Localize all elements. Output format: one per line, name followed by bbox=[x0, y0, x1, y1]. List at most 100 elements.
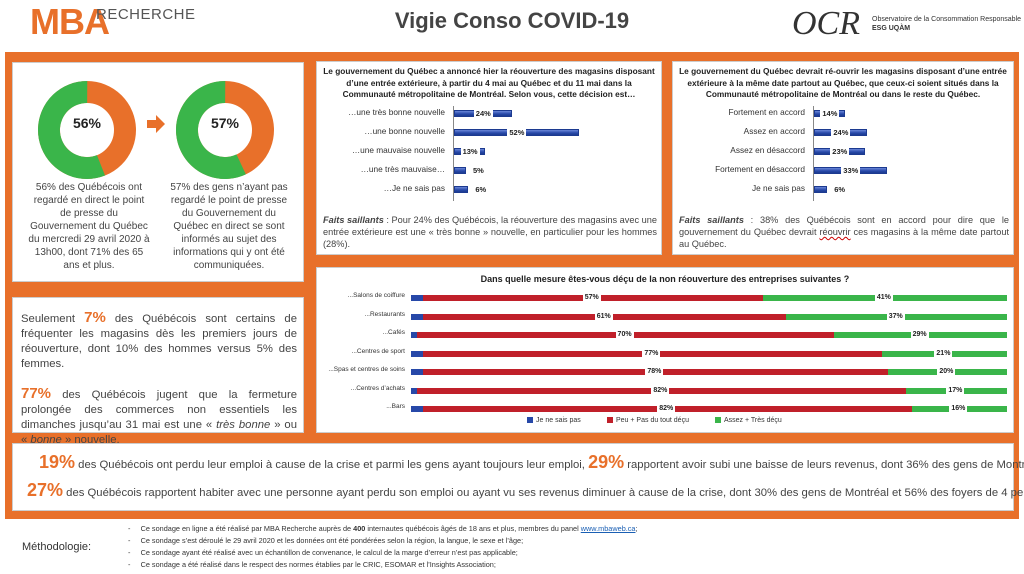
ocr-logo: OCR bbox=[792, 5, 860, 42]
donut-1-caption: 56% des Québécois ont regardé en direct … bbox=[28, 182, 150, 271]
bar-value-label: 24% bbox=[831, 128, 851, 137]
bar-category-label: Fortement en désaccord bbox=[715, 164, 805, 174]
legend-label: Peu + Pas du tout déçu bbox=[616, 417, 689, 424]
bar-value-label: 14% bbox=[820, 109, 840, 118]
stacked-value-label: 29% bbox=[910, 331, 929, 339]
bar-value-label: 6% bbox=[473, 185, 489, 194]
bar-value-label: 6% bbox=[832, 185, 848, 194]
highlight-1-prefix: Seulement bbox=[21, 313, 85, 325]
bar-value-label: 33% bbox=[841, 166, 861, 175]
axis-line bbox=[813, 106, 814, 201]
disappointment-chart-title: Dans quelle mesure êtes-vous déçu de la … bbox=[480, 274, 850, 284]
stacked-value-label: 16% bbox=[949, 405, 968, 413]
question-2-note-label: Faits saillants bbox=[679, 215, 744, 225]
question-1-note: Faits saillants : Pour 24% des Québécois… bbox=[323, 214, 657, 250]
legend-swatch bbox=[715, 417, 721, 424]
question-1-title: Le gouvernement du Québec a annoncé hier… bbox=[323, 66, 655, 99]
stacked-segment bbox=[411, 295, 423, 301]
question-2-note-text-b: réouvrir bbox=[819, 227, 851, 237]
question-2-note-text-c: ces magasins à la même date partout au Q… bbox=[679, 227, 1009, 249]
highlight-1-number: 7% bbox=[84, 309, 106, 326]
methodology-line-4-text: Ce sondage a été réalisé dans le respect… bbox=[140, 560, 496, 569]
highlight-1-text: des Québécois sont certains de fréquente… bbox=[21, 313, 297, 370]
bar-category-label: Je ne sais pas bbox=[751, 183, 805, 193]
legend-swatch bbox=[607, 417, 613, 424]
bar-category-label: …Je ne sais pas bbox=[383, 183, 445, 193]
legend-label: Assez + Très déçu bbox=[724, 417, 782, 424]
highlight-2-number: 77% bbox=[21, 385, 52, 402]
methodology-bullet-2: - bbox=[128, 536, 131, 545]
question-2-title: Le gouvernement du Québec devrait ré-ouv… bbox=[679, 66, 1007, 99]
question-1-note-label: Faits saillants bbox=[323, 215, 384, 225]
mbaweb-link[interactable]: www.mbaweb.ca bbox=[580, 524, 636, 533]
methodology-bullet-3: - bbox=[128, 548, 131, 557]
highlights-panel: Seulement 7% des Québécois sont certains… bbox=[12, 297, 304, 446]
stacked-segment bbox=[411, 406, 423, 412]
employment-line-1: 19% des Québécois ont perdu leur emploi … bbox=[39, 452, 1024, 473]
donut-panel: 56% 57% 56% des Québécois ont regardé en… bbox=[12, 62, 304, 282]
question-1-panel: Le gouvernement du Québec a annoncé hier… bbox=[316, 61, 662, 255]
stacked-segment bbox=[411, 332, 417, 338]
methodology-line-2-text: Ce sondage s’est déroulé le 29 avril 202… bbox=[140, 536, 524, 545]
question-2-panel: Le gouvernement du Québec devrait ré-ouv… bbox=[672, 61, 1014, 255]
employment-line-2-text: des Québécois rapportent habiter avec un… bbox=[63, 487, 1024, 499]
legend-swatch bbox=[527, 417, 533, 424]
donut-1-label: 56% bbox=[72, 115, 102, 131]
employment-line-2: 27% des Québécois rapportent habiter ave… bbox=[27, 480, 1024, 501]
stacked-value-label: 21% bbox=[934, 349, 953, 358]
methodology-line-1-c: internautes québécois âgés de 18 ans et … bbox=[365, 524, 581, 533]
donut-2-caption: 57% des gens n’ayant pas regardé le poin… bbox=[170, 182, 288, 271]
stacked-value-label: 70% bbox=[615, 331, 634, 339]
bar-value-label: 23% bbox=[830, 147, 850, 156]
disappointment-panel: Dans quelle mesure êtes-vous déçu de la … bbox=[316, 267, 1014, 433]
question-2-note: Faits saillants : 38% des Québécois sont… bbox=[679, 214, 1009, 250]
legend-item: Peu + Pas du tout déçu bbox=[607, 417, 689, 424]
donut-2-label: 57% bbox=[210, 115, 240, 131]
arrow-right-icon bbox=[147, 115, 165, 133]
stacked-value-label: 57% bbox=[582, 294, 601, 302]
employment-line-1-text-b: rapportent avoir subi une baisse de leur… bbox=[624, 459, 1024, 471]
legend-item: Assez + Très déçu bbox=[715, 417, 782, 424]
bar-value-label: 52% bbox=[507, 128, 527, 137]
methodology-line-1-d: ; bbox=[635, 524, 638, 533]
bar-value-label: 13% bbox=[460, 147, 480, 156]
methodology-line-4: - Ce sondage a été réalisé dans le respe… bbox=[128, 560, 496, 569]
donut-1-value-arc bbox=[38, 81, 136, 179]
bar-category-label: …une mauvaise nouvelle bbox=[351, 145, 445, 155]
stacked-segment bbox=[411, 387, 417, 394]
bar-category-label: Fortement en accord bbox=[728, 107, 805, 117]
stacked-category-label: ...Spas et centres de soins bbox=[328, 366, 405, 373]
ocr-logo-line1: Observatoire de la Consommation Responsa… bbox=[872, 16, 1022, 23]
mba-logo-subtitle: RECHERCHE bbox=[96, 6, 196, 23]
methodology-line-1: - Ce sondage en ligne a été réalisé par … bbox=[128, 524, 638, 533]
question-1-chart: …une très bonne nouvelle 24% …une bonne no… bbox=[317, 62, 661, 254]
methodology-line-3: - Ce sondage ayant été réalisé avec un é… bbox=[128, 548, 518, 557]
mba-logo: MBA bbox=[30, 1, 110, 42]
stacked-value-label: 78% bbox=[645, 368, 664, 376]
stacked-value-label: 20% bbox=[937, 368, 956, 376]
stacked-category-label: ...Salons de coiffure bbox=[347, 292, 405, 299]
stacked-category-label: ...Centres d’achats bbox=[350, 384, 405, 392]
stacked-value-label: 77% bbox=[642, 349, 661, 358]
highlight-2-text-a: des Québécois jugent que la fermeture pr… bbox=[21, 389, 297, 431]
stacked-value-label: 41% bbox=[874, 294, 893, 302]
methodology-line-2: - Ce sondage s’est déroulé le 29 avril 2… bbox=[128, 536, 523, 545]
disappointment-chart: ...Salons de coiffure 57% 41% ...Restaurant… bbox=[317, 268, 1013, 432]
employment-panel: 19% des Québécois ont perdu leur emploi … bbox=[12, 443, 1024, 511]
stacked-value-label: 82% bbox=[657, 405, 676, 413]
bar-value-label: 5% bbox=[471, 166, 486, 175]
axis-line bbox=[453, 106, 454, 201]
bar bbox=[454, 167, 466, 174]
methodology-label: Méthodologie: bbox=[22, 541, 92, 553]
stacked-category-label: ...Centres de sport bbox=[351, 347, 405, 355]
bar-category-label: …une bonne nouvelle bbox=[364, 126, 445, 136]
bar bbox=[454, 186, 469, 193]
stacked-value-label: 61% bbox=[594, 312, 613, 321]
stacked-category-label: ...Bars bbox=[386, 403, 405, 410]
bar-category-label: Assez en désaccord bbox=[730, 145, 805, 155]
highlight-paragraph-1: Seulement 7% des Québécois sont certains… bbox=[21, 310, 297, 372]
donut-chart-1 bbox=[38, 81, 136, 179]
highlight-2-text-c: » ou « bbox=[21, 419, 297, 446]
donut-chart-2 bbox=[176, 81, 274, 179]
legend-label: Je ne sais pas bbox=[536, 417, 581, 424]
